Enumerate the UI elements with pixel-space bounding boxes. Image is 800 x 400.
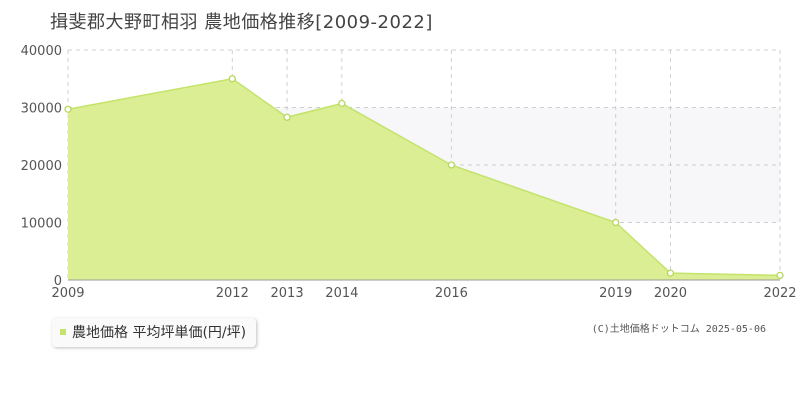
- series-line: [67, 77, 781, 277]
- x-tick-label: 2014: [325, 286, 358, 300]
- data-point: [666, 269, 675, 277]
- data-point: [776, 271, 784, 280]
- data-point: [447, 161, 456, 169]
- legend[interactable]: 農地価格 平均坪単価(円/坪): [52, 318, 257, 347]
- x-tick-label: 2020: [654, 286, 687, 300]
- x-tick-label: 2022: [763, 286, 796, 300]
- copyright-credit: (C)土地価格ドットコム 2025-05-06: [591, 324, 766, 335]
- chart-title: 揖斐郡大野町相羽 農地価格推移[2009-2022]: [50, 12, 433, 33]
- data-point: [228, 75, 236, 83]
- legend-label: 農地価格 平均坪単価(円/坪): [72, 325, 247, 341]
- y-tick-label: 30000: [21, 102, 62, 117]
- data-point: [612, 218, 620, 227]
- x-tick-label: 2012: [216, 286, 249, 300]
- y-tick-label: 0: [54, 274, 62, 289]
- data-point: [283, 113, 291, 121]
- x-tick-label: 2009: [51, 286, 84, 300]
- x-tick-label: 2016: [435, 286, 468, 300]
- data-point: [64, 105, 72, 113]
- y-tick-label: 40000: [21, 44, 62, 59]
- y-tick-label: 20000: [21, 159, 62, 174]
- x-tick-label: 2019: [599, 286, 632, 300]
- legend-swatch: [60, 329, 66, 335]
- area-chart: 0 10000 20000 30000 40000 2009 2012 2013 2014 201…: [21, 44, 797, 300]
- x-tick-label: 2013: [271, 286, 304, 300]
- data-point: [338, 99, 346, 108]
- series-area: [68, 78, 780, 280]
- y-tick-label: 10000: [21, 217, 62, 232]
